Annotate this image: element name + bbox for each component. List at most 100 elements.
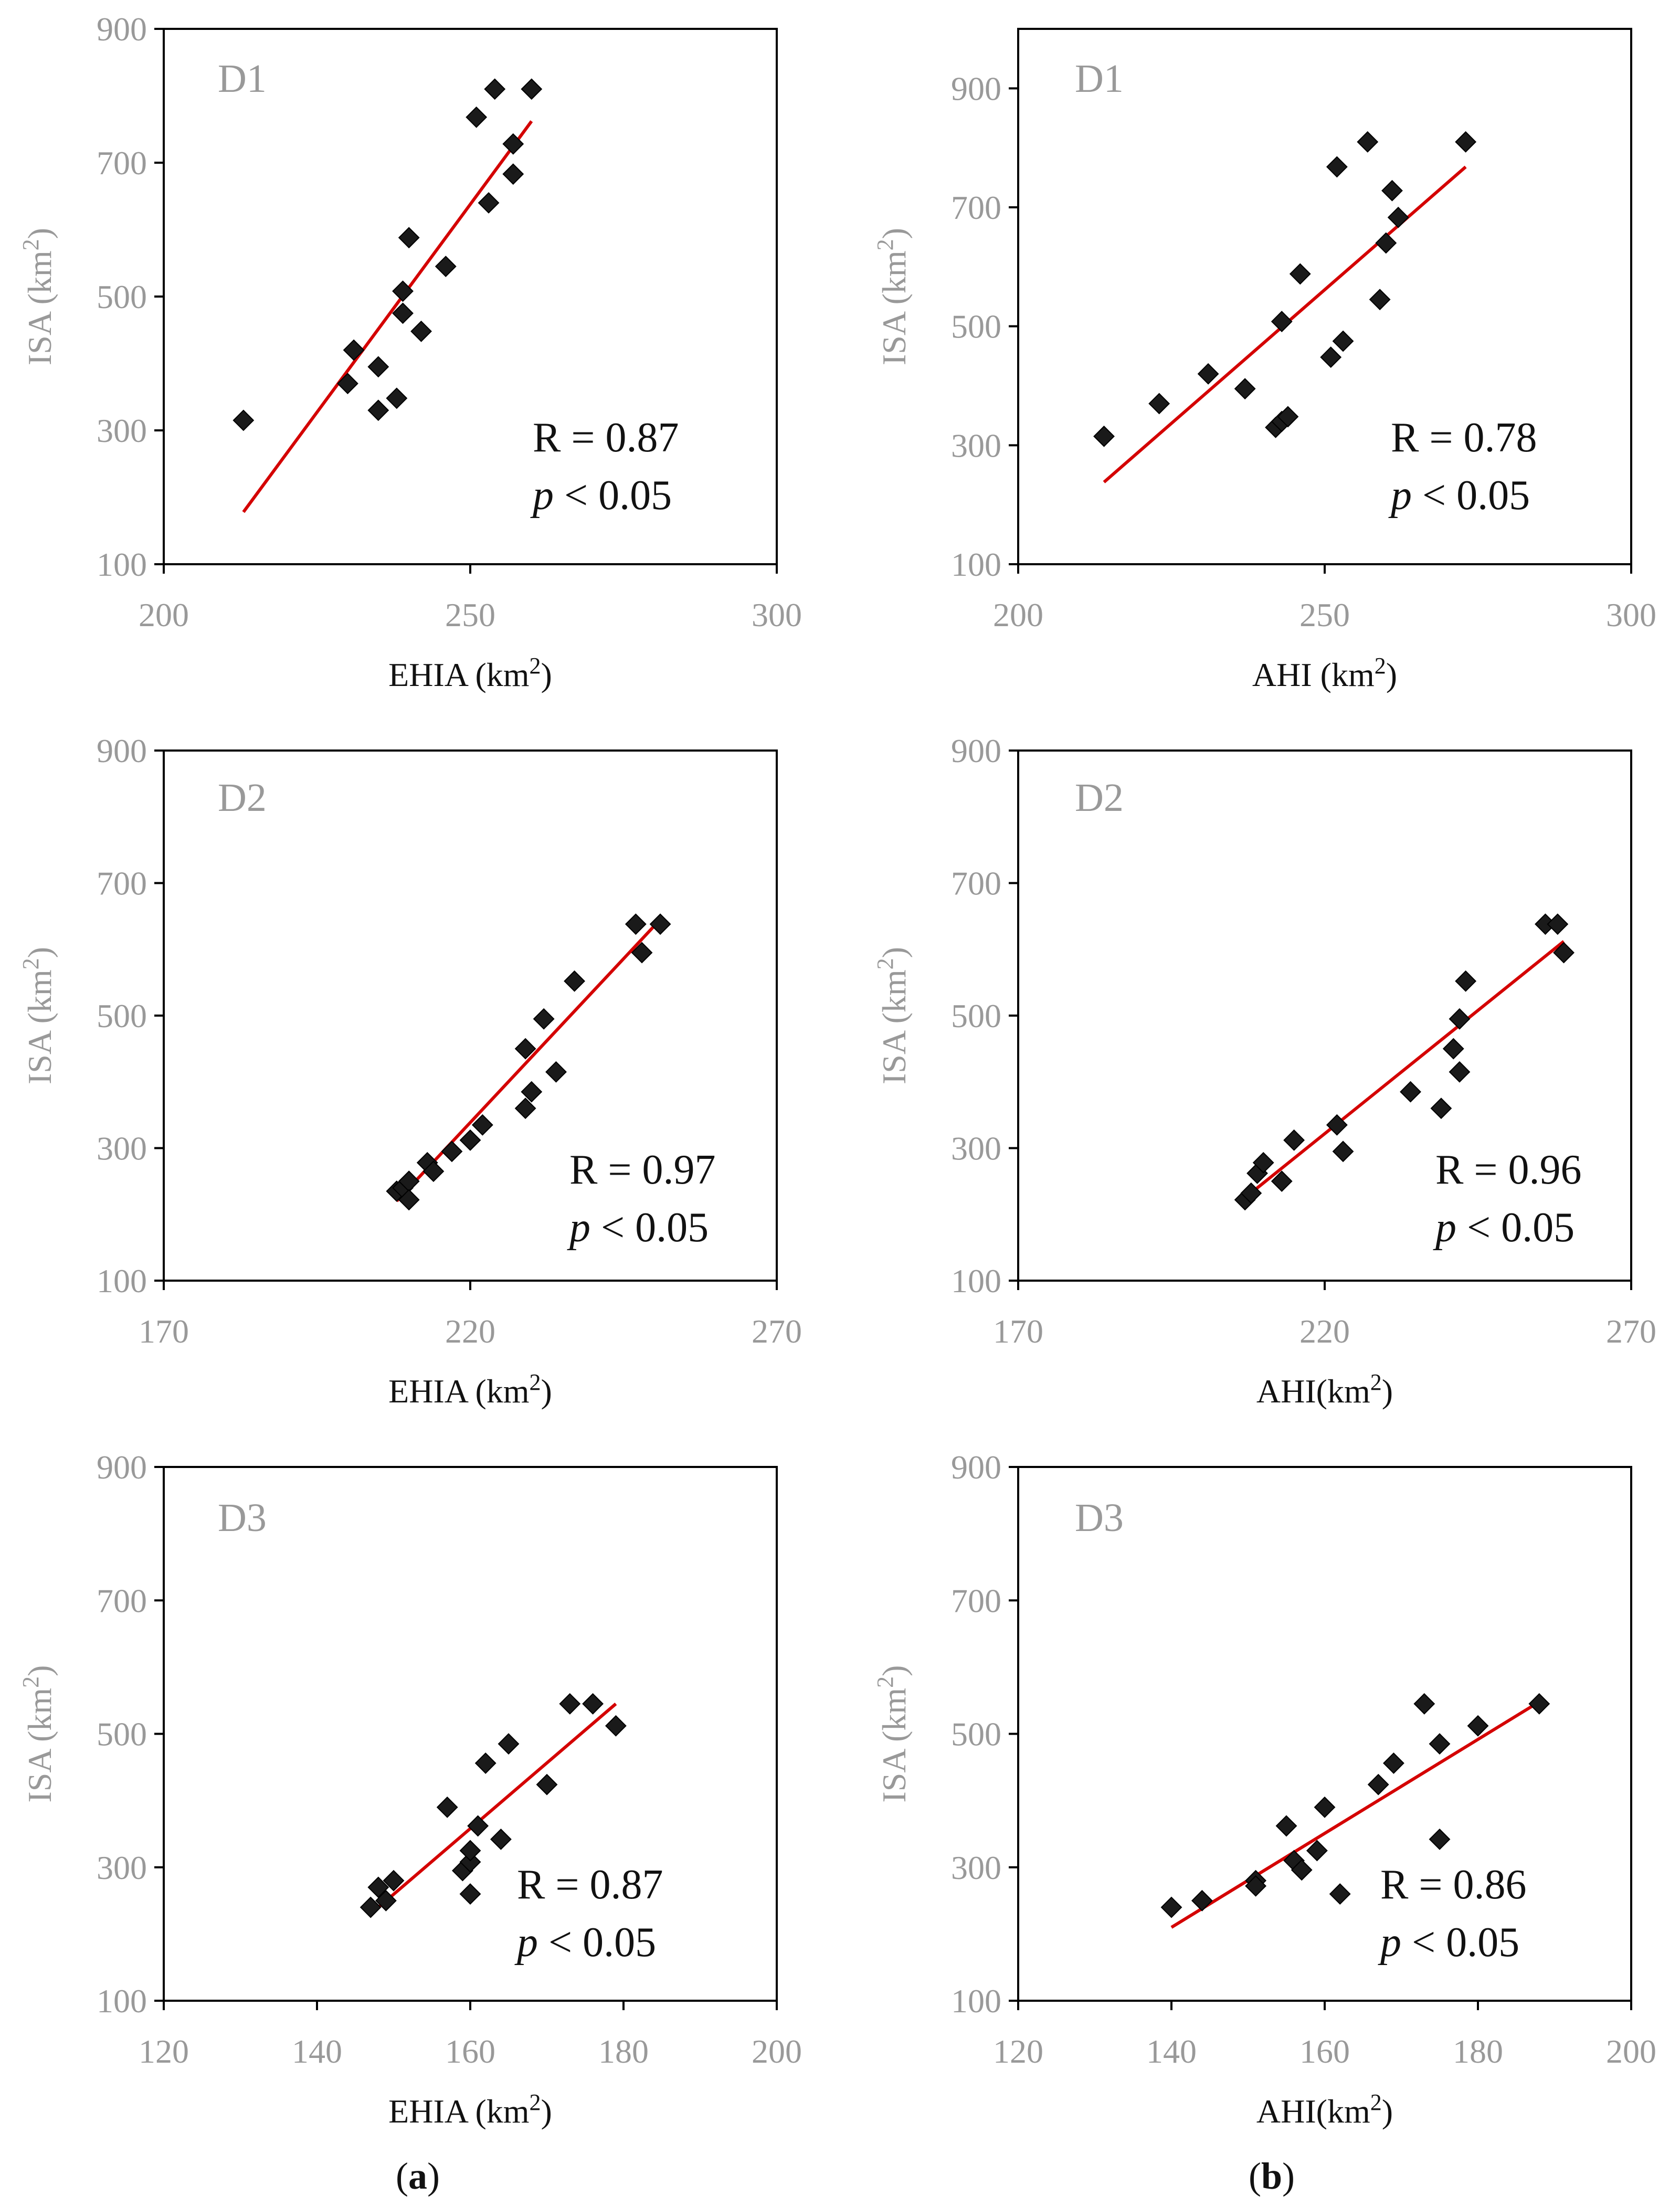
y-tick-label: 700 bbox=[951, 1582, 1001, 1619]
x-tick-label: 200 bbox=[1606, 2033, 1656, 2070]
data-point bbox=[1289, 263, 1311, 285]
data-point bbox=[1455, 131, 1477, 153]
data-point bbox=[1332, 1141, 1354, 1163]
p-value: p < 0.05 bbox=[1388, 472, 1530, 519]
panel-label: D2 bbox=[218, 776, 267, 820]
data-point bbox=[436, 1796, 458, 1818]
y-tick-label: 300 bbox=[97, 1849, 147, 1886]
data-point bbox=[536, 1773, 558, 1796]
y-tick-label: 500 bbox=[951, 308, 1001, 345]
subfigure-label-b: (b) bbox=[1249, 2155, 1295, 2197]
y-tick-label: 700 bbox=[97, 144, 147, 182]
data-point bbox=[605, 1715, 627, 1737]
data-point bbox=[386, 387, 408, 409]
data-point bbox=[343, 339, 365, 361]
y-tick-label: 300 bbox=[97, 1130, 147, 1167]
data-point bbox=[625, 913, 647, 935]
data-point bbox=[533, 1008, 555, 1030]
data-point bbox=[336, 373, 358, 395]
panel-label: D3 bbox=[218, 1496, 267, 1540]
data-point bbox=[582, 1693, 604, 1715]
data-point bbox=[1332, 330, 1354, 352]
data-point bbox=[459, 1883, 481, 1905]
data-point bbox=[441, 1141, 463, 1163]
data-point bbox=[1326, 156, 1348, 178]
data-point bbox=[1283, 1129, 1305, 1151]
data-point bbox=[1413, 1693, 1435, 1715]
panel-label: D3 bbox=[1075, 1496, 1124, 1540]
y-tick-label: 900 bbox=[951, 1449, 1001, 1486]
x-tick-label: 250 bbox=[1299, 596, 1350, 633]
data-point bbox=[478, 192, 500, 214]
y-tick-label: 700 bbox=[951, 865, 1001, 902]
data-point bbox=[1467, 1715, 1489, 1737]
x-axis-title: AHI(km2) bbox=[1256, 2089, 1393, 2130]
x-tick-label: 120 bbox=[993, 2033, 1043, 2070]
data-point bbox=[1553, 942, 1575, 964]
y-tick-label: 700 bbox=[951, 189, 1001, 226]
data-point bbox=[474, 1752, 496, 1774]
y-tick-label: 900 bbox=[951, 732, 1001, 769]
data-point bbox=[490, 1828, 512, 1850]
data-point bbox=[1429, 1733, 1451, 1755]
data-point bbox=[514, 1038, 536, 1060]
data-point bbox=[502, 133, 524, 155]
plot-frame bbox=[1017, 1466, 1632, 2002]
data-point bbox=[459, 1851, 481, 1873]
data-point bbox=[631, 942, 653, 964]
data-point bbox=[367, 1876, 389, 1898]
fit-line bbox=[1244, 940, 1565, 1199]
plot-frame bbox=[163, 28, 778, 565]
panel-label: D1 bbox=[1075, 57, 1124, 101]
data-point bbox=[422, 1160, 445, 1182]
y-tick-label: 100 bbox=[97, 1982, 147, 2020]
x-axis-title: AHI (km2) bbox=[1252, 653, 1397, 693]
x-tick-label: 200 bbox=[139, 596, 189, 633]
fit-line bbox=[242, 120, 533, 513]
data-point bbox=[1367, 1773, 1389, 1796]
data-point bbox=[502, 163, 524, 185]
fit-line bbox=[369, 1703, 617, 1916]
panel-label: D2 bbox=[1075, 776, 1124, 820]
x-axis-title: EHIA (km2) bbox=[388, 1369, 552, 1410]
x-tick-label: 170 bbox=[993, 1313, 1043, 1350]
data-point bbox=[1357, 131, 1379, 153]
x-tick-label: 300 bbox=[752, 596, 802, 633]
y-axis-title: ISA (km2) bbox=[18, 1665, 58, 1803]
y-tick-label: 300 bbox=[97, 412, 147, 449]
y-axis-title: ISA (km2) bbox=[872, 1665, 913, 1803]
data-point bbox=[1387, 206, 1409, 228]
data-point bbox=[1329, 1883, 1351, 1905]
plot-frame bbox=[1017, 28, 1632, 565]
y-tick-label: 900 bbox=[97, 732, 147, 769]
scatter-panel-6: 100 300 500 700 900 120 140 160 180 200 AHI(km2) IS… bbox=[872, 1449, 1656, 2130]
correlation-r: R = 0.96 bbox=[1435, 1147, 1581, 1193]
data-point bbox=[1400, 1081, 1421, 1103]
y-tick-label: 100 bbox=[951, 1262, 1001, 1300]
y-tick-label: 900 bbox=[97, 10, 147, 48]
data-point bbox=[360, 1896, 382, 1918]
y-tick-label: 500 bbox=[951, 1716, 1001, 1753]
x-tick-label: 160 bbox=[445, 2033, 495, 2070]
x-axis-title: EHIA (km2) bbox=[388, 653, 552, 693]
data-point bbox=[1369, 289, 1391, 311]
y-tick-label: 700 bbox=[97, 865, 147, 902]
x-tick-label: 170 bbox=[139, 1313, 189, 1350]
data-point bbox=[1306, 1840, 1328, 1862]
data-point bbox=[459, 1840, 481, 1862]
y-axis-title: ISA (km2) bbox=[18, 228, 58, 365]
data-point bbox=[383, 1870, 405, 1892]
data-point bbox=[392, 280, 414, 302]
x-tick-label: 200 bbox=[993, 596, 1043, 633]
data-point bbox=[1093, 425, 1115, 447]
correlation-r: R = 0.97 bbox=[569, 1147, 715, 1193]
scatter-panel-2: 100 300 500 700 900 200 250 300 AHI (km2) ISA (km… bbox=[872, 28, 1656, 693]
data-point bbox=[1449, 1008, 1471, 1030]
y-tick-label: 300 bbox=[951, 1130, 1001, 1167]
data-point bbox=[559, 1693, 581, 1715]
y-axis-title: ISA (km2) bbox=[18, 947, 58, 1084]
x-tick-label: 220 bbox=[1299, 1313, 1350, 1350]
x-tick-label: 270 bbox=[752, 1313, 802, 1350]
scatter-panel-4: 100 300 500 700 900 170 220 270 AHI(km2) ISA (km2… bbox=[872, 732, 1656, 1410]
